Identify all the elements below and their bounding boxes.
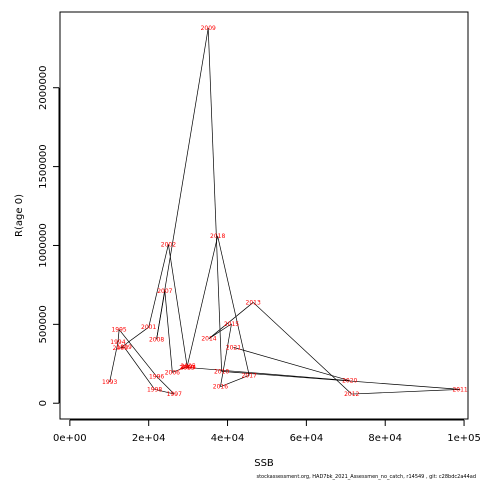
year-label-2005: 2005 — [180, 363, 195, 370]
trajectory-segment-2008-2009 — [156, 28, 209, 340]
trajectory-segment-2006-2007 — [164, 291, 173, 373]
year-label-2007: 2007 — [157, 288, 172, 295]
trajectory-segment-2000-2001 — [120, 326, 149, 349]
year-label-2012: 2012 — [344, 391, 359, 398]
x-tick-label: 0e+00 — [53, 433, 87, 444]
trajectory-segment-2002-2003 — [168, 244, 188, 368]
y-tick-label: 1500000 — [38, 144, 49, 189]
year-label-1993: 1993 — [102, 379, 117, 386]
x-tick-label: 1e+05 — [447, 433, 480, 444]
year-label-2003: 2003 — [180, 365, 195, 372]
year-label-2010: 2010 — [214, 368, 229, 375]
year-label-2000: 2000 — [113, 345, 128, 352]
year-label-2009: 2009 — [201, 25, 216, 32]
year-label-2001: 2001 — [141, 324, 156, 331]
trajectory-segment-1996-1997 — [156, 376, 175, 395]
y-tick-label: 1000000 — [38, 223, 49, 268]
year-label-2004: 2004 — [181, 364, 196, 371]
trajectory-segment-1994-1995 — [117, 329, 120, 343]
y-tick-label: 500000 — [38, 305, 49, 343]
trajectory-lines — [109, 28, 461, 395]
year-label-1999: 1999 — [117, 344, 132, 351]
trajectory-segment-1997-1998 — [154, 389, 175, 395]
trajectory-segment-2013-2014 — [208, 302, 254, 339]
trajectory-segment-2015-2016 — [220, 323, 232, 387]
year-label-2016: 2016 — [213, 384, 228, 391]
x-tick-label: 4e+04 — [211, 433, 245, 444]
x-axis: 0e+00 2e+04 4e+04 6e+04 8e+04 1e+05 — [53, 419, 480, 444]
year-label-1996: 1996 — [149, 373, 164, 380]
y-tick-label: 2000000 — [38, 65, 49, 110]
year-label-1998: 1998 — [147, 386, 162, 393]
x-tick-label: 8e+04 — [368, 433, 402, 444]
trajectory-segment-1993-1994 — [109, 342, 119, 382]
trajectory-segment-2012-2013 — [252, 302, 352, 395]
year-label-2008: 2008 — [149, 336, 164, 343]
trajectory-segment-2001-2002 — [148, 244, 169, 328]
trajectory-segment-2016-2017 — [220, 374, 250, 387]
year-label-2021: 2021 — [226, 344, 241, 351]
year-label-1994: 1994 — [110, 339, 125, 346]
trajectory-segment-2010-2011 — [221, 371, 461, 390]
trajectory-segment-1998-1999 — [123, 347, 155, 390]
trajectory-segment-2005-2006 — [172, 365, 189, 373]
year-label-2011: 2011 — [452, 386, 467, 393]
trajectory-segment-2017-2018 — [217, 236, 250, 376]
y-axis-title: R(age 0) — [14, 194, 25, 237]
year-label-2014: 2014 — [201, 336, 216, 343]
y-tick-label: 0 — [38, 400, 49, 406]
year-label-2020: 2020 — [342, 378, 357, 385]
trajectory-segment-2018-2019 — [186, 236, 219, 368]
footnote: stockassessment.org, HAD7bk_2021_Assessm… — [256, 474, 476, 480]
trajectory-segment-2014-2015 — [208, 323, 232, 339]
year-label-2002: 2002 — [161, 241, 176, 248]
year-label-2018: 2018 — [210, 233, 225, 240]
year-label-2017: 2017 — [242, 372, 257, 379]
year-label-2013: 2013 — [246, 299, 261, 306]
plot-frame — [59, 11, 469, 420]
trajectory-segment-2011-2012 — [351, 388, 461, 395]
x-tick-label: 2e+04 — [132, 433, 166, 444]
trajectory-segment-2009-2010 — [207, 28, 222, 372]
x-axis-title: SSB — [254, 458, 274, 469]
year-label-1995: 1995 — [111, 327, 126, 334]
year-label-1997: 1997 — [167, 391, 182, 398]
x-tick-label: 6e+04 — [290, 433, 324, 444]
year-label-2006: 2006 — [165, 369, 180, 376]
year-label-2015: 2015 — [224, 321, 239, 328]
trajectory-segment-2019-2020 — [186, 367, 350, 382]
trajectory-segment-2020-2021 — [233, 347, 350, 382]
y-axis: 0 500000 1000000 1500000 2000000 — [38, 65, 60, 406]
year-label-2019: 2019 — [179, 364, 194, 371]
trajectory-segment-1995-1996 — [118, 329, 157, 377]
